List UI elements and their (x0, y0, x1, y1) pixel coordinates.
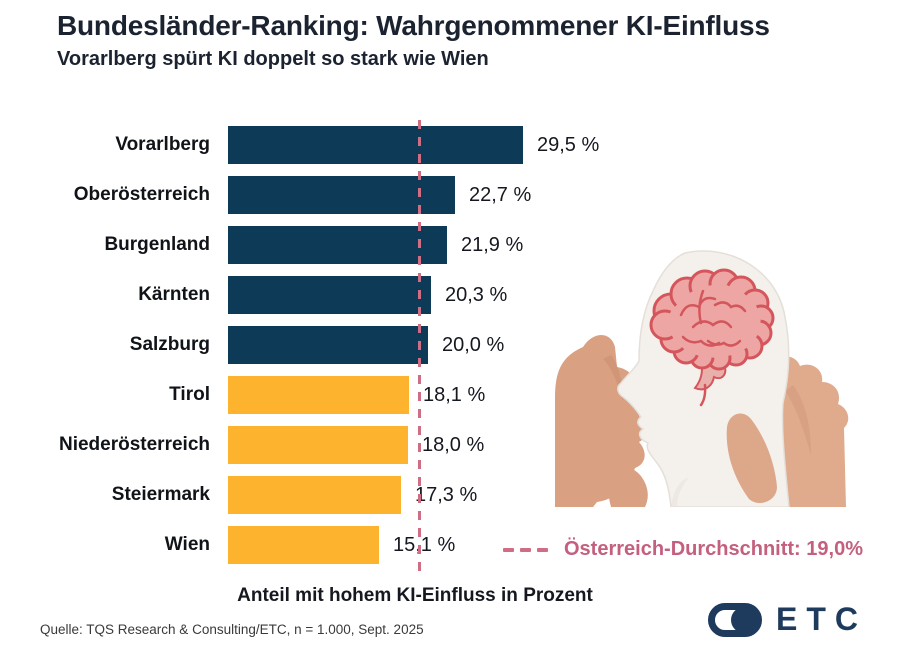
category-label: Wien (164, 534, 210, 555)
bar-row: Kärnten 20,3 % (40, 270, 880, 320)
bar-value-label: 18,0 % (422, 433, 485, 456)
bar (228, 426, 408, 464)
bar-row: Oberösterreich 22,7 % (40, 170, 880, 220)
bar-row: Niederösterreich 18,0 % (40, 420, 880, 470)
bar (228, 276, 431, 314)
bar (228, 526, 379, 564)
category-label: Oberösterreich (73, 184, 210, 205)
bar-value-label: 15,1 % (393, 533, 456, 556)
bar-value-label: 20,0 % (442, 333, 505, 356)
page-title: Bundesländer-Ranking: Wahrgenommener KI-… (57, 10, 770, 41)
bar (228, 376, 409, 414)
bar-value-label: 18,1 % (423, 383, 486, 406)
bar-row: Tirol 18,1 % (40, 370, 880, 420)
source-note: Quelle: TQS Research & Consulting/ETC, n… (40, 622, 424, 637)
bar (228, 226, 447, 264)
bar-row: Vorarlberg 29,5 % (40, 120, 880, 170)
bar-row: Steiermark 17,3 % (40, 470, 880, 520)
bar-row: Burgenland 21,9 % (40, 220, 880, 270)
bar-value-label: 22,7 % (469, 183, 532, 206)
category-label: Vorarlberg (115, 134, 210, 155)
category-label: Salzburg (129, 334, 210, 355)
etc-logo-pill-icon (708, 602, 762, 637)
bar (228, 126, 523, 164)
bar-value-label: 29,5 % (537, 133, 600, 156)
left-hand (555, 335, 647, 507)
bar-value-label: 20,3 % (445, 283, 508, 306)
average-legend: Österreich-Durchschnitt: 19,0% (503, 538, 863, 561)
etc-logo-text: ETC (776, 601, 867, 637)
average-reference-line (418, 120, 421, 578)
bar-rows: Vorarlberg 29,5 % Oberösterreich 22,7 % Burg… (40, 120, 880, 570)
etc-logo: ETC (708, 601, 867, 638)
hands-holding-head-illustration (555, 250, 849, 507)
bar-value-label: 21,9 % (461, 233, 524, 256)
x-axis-label: Anteil mit hohem KI-Einfluss in Prozent (237, 585, 593, 606)
bar-row: Salzburg 20,0 % (40, 320, 880, 370)
fingertip-overlays (608, 413, 777, 507)
category-label: Burgenland (104, 234, 210, 255)
bar-chart: Vorarlberg 29,5 % Oberösterreich 22,7 % Burg… (40, 120, 880, 620)
brain-icon (649, 268, 775, 407)
bar (228, 326, 428, 364)
bar (228, 476, 401, 514)
category-label: Steiermark (111, 484, 210, 505)
bar (228, 176, 455, 214)
legend-dash-icon (503, 547, 554, 552)
bar-value-label: 17,3 % (415, 483, 478, 506)
category-label: Tirol (169, 384, 210, 405)
bar-row: Wien 15,1 % (40, 520, 880, 570)
page-subtitle: Vorarlberg spürt KI doppelt so stark wie… (57, 48, 489, 70)
category-label: Niederösterreich (58, 434, 210, 455)
legend-label: Österreich-Durchschnitt: 19,0% (564, 538, 863, 560)
category-label: Kärnten (138, 284, 210, 305)
